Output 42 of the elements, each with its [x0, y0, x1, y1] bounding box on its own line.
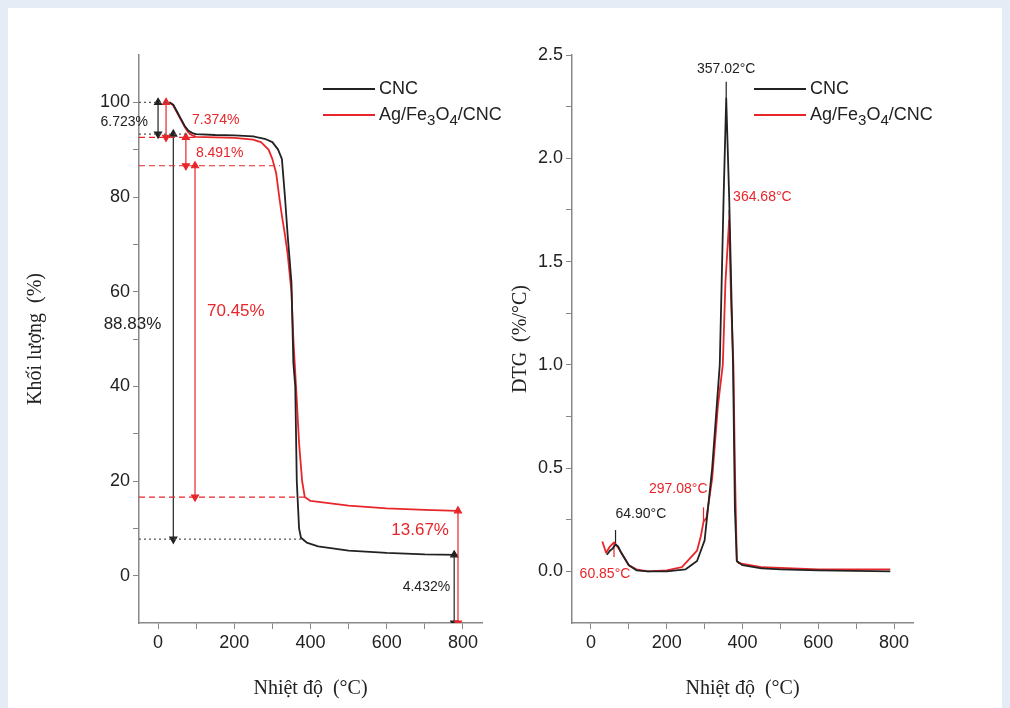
- x-tick-label: 600: [371, 631, 402, 652]
- annotation: 8.491%: [195, 143, 244, 160]
- annotation: 60.85°C: [579, 565, 631, 582]
- annotation: 13.67%: [391, 520, 449, 540]
- y-tick-label: 20: [109, 469, 130, 490]
- y-axis-title: Khối lượng (%): [23, 273, 47, 405]
- y-tick-label: 2.0: [537, 147, 563, 168]
- annotation: 88.83%: [103, 314, 162, 334]
- annotation: 64.90°C: [615, 505, 667, 522]
- x-tick-label: 0: [153, 631, 164, 652]
- y-tick-label: 60: [109, 280, 130, 301]
- x-tick-label: 800: [447, 631, 478, 652]
- legend-label: CNC: [379, 78, 418, 98]
- y-tick-label: 80: [109, 185, 130, 206]
- y-tick-label: 2.5: [537, 43, 563, 64]
- y-axis-title: DTG (%/°C): [508, 285, 532, 393]
- legend-label: Ag/Fe$_{3}$O$_{4}$/CNC: [810, 104, 933, 128]
- y-tick-label: 1.0: [537, 353, 563, 374]
- annotation: 70.45%: [207, 301, 265, 321]
- x-tick-label: 200: [219, 631, 250, 652]
- x-tick-label: 400: [295, 631, 326, 652]
- annotation: 6.723%: [100, 113, 149, 130]
- x-tick-label: 400: [727, 631, 758, 652]
- annotation: 7.374%: [192, 110, 240, 127]
- x-tick-label: 200: [651, 631, 682, 652]
- x-tick-label: 0: [585, 631, 596, 652]
- annotation: 357.02°C: [696, 60, 756, 77]
- annotation: 4.432%: [402, 577, 451, 594]
- y-tick-label: 0.0: [537, 560, 563, 581]
- y-tick-label: 1.5: [537, 250, 563, 271]
- annotation: 297.08°C: [648, 479, 708, 496]
- annotation: 364.68°C: [733, 188, 792, 205]
- x-tick-label: 600: [803, 631, 834, 652]
- legend-label: CNC: [810, 78, 849, 98]
- y-tick-label: 100: [99, 91, 130, 112]
- x-tick-label: 800: [879, 631, 910, 652]
- y-tick-label: 40: [109, 375, 130, 396]
- y-tick-label: 0.5: [537, 457, 563, 478]
- y-tick-label: 0: [119, 564, 130, 585]
- x-axis-title: Nhiệt độ (°C): [685, 676, 800, 700]
- legend-label: Ag/Fe$_{3}$O$_{4}$/CNC: [379, 104, 502, 128]
- x-axis-title: Nhiệt độ (°C): [253, 676, 368, 700]
